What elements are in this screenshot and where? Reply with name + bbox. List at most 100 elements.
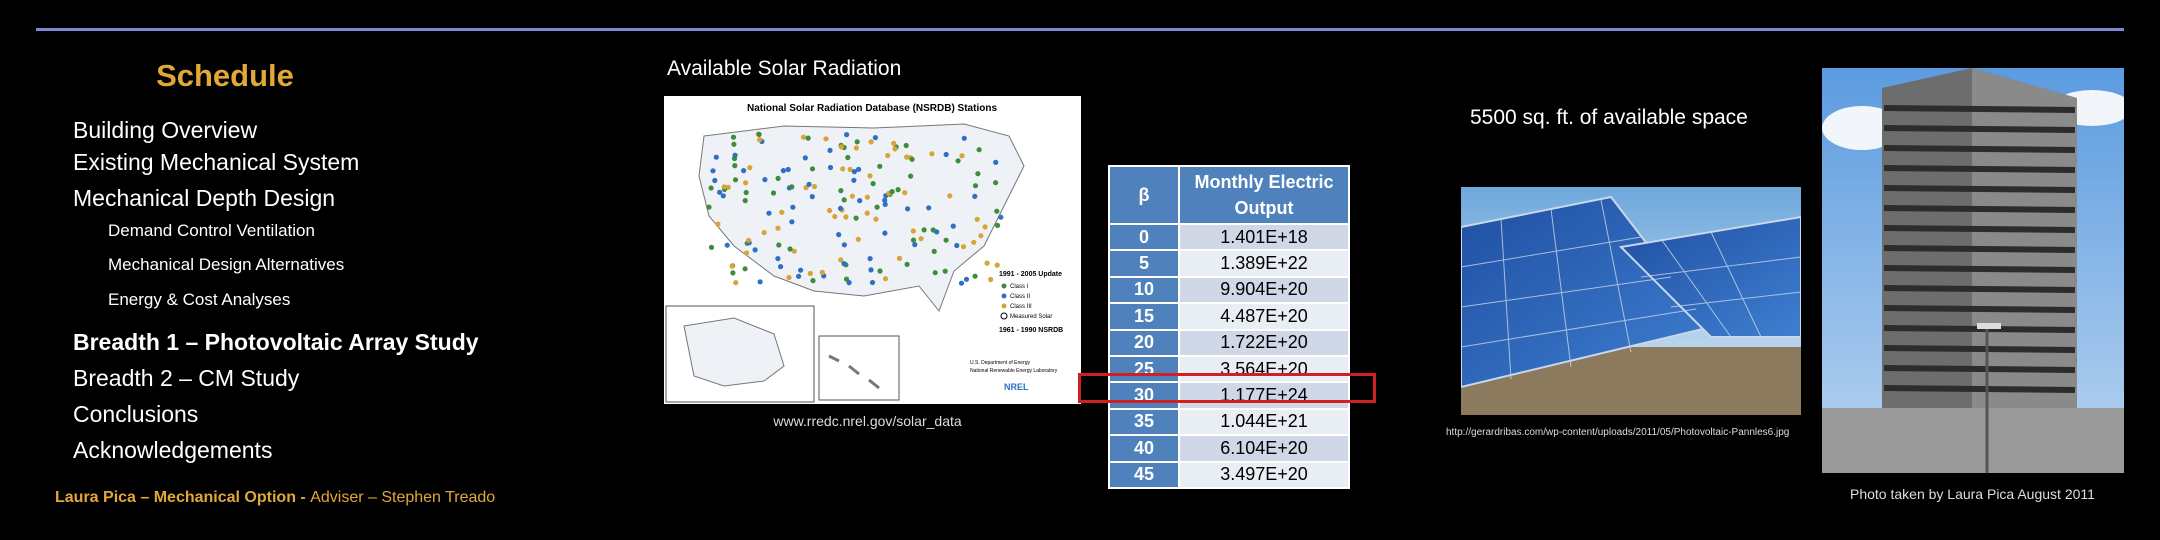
map-station-dot bbox=[840, 166, 846, 172]
nav-breadth-2-cm[interactable]: Breadth 2 – CM Study bbox=[73, 365, 300, 391]
nav-mechanical-depth-design[interactable]: Mechanical Depth Design bbox=[73, 185, 336, 211]
map-station-dot bbox=[869, 279, 876, 286]
map-caption: www.rredc.nrel.gov/solar_data bbox=[773, 413, 962, 429]
map-station-dot bbox=[868, 139, 874, 145]
map-station-dot bbox=[805, 135, 811, 141]
map-station-dot bbox=[827, 207, 833, 214]
map-station-dot bbox=[872, 135, 878, 141]
map-station-dot bbox=[846, 280, 852, 286]
map-station-dot bbox=[849, 193, 855, 199]
nav-breadth-1-photovoltaic[interactable]: Breadth 1 – Photovoltaic Array Study bbox=[73, 329, 479, 355]
map-station-dot bbox=[867, 173, 873, 179]
map-station-dot bbox=[747, 165, 753, 171]
table-row: 5 1.389E+22 bbox=[1108, 249, 1350, 278]
nav-conclusions[interactable]: Conclusions bbox=[73, 401, 199, 427]
map-station-dot bbox=[775, 175, 781, 181]
table-row: 10 9.904E+20 bbox=[1108, 275, 1350, 305]
table-row: 0 1.401E+18 bbox=[1108, 222, 1350, 252]
map-station-dot bbox=[838, 257, 844, 263]
map-station-dot bbox=[838, 144, 844, 150]
map-station-dot bbox=[961, 135, 967, 141]
map-station-dot bbox=[851, 177, 857, 183]
map-station-dot bbox=[882, 230, 888, 236]
map-station-dot bbox=[868, 267, 874, 273]
doe-line1: U.S. Department of Energy bbox=[970, 360, 1031, 366]
map-station-dot bbox=[832, 213, 838, 220]
map-station-dot bbox=[809, 194, 815, 200]
map-station-dot bbox=[904, 154, 910, 160]
map-station-dot bbox=[770, 190, 777, 196]
map-station-dot bbox=[819, 269, 825, 275]
table-row: 15 4.487E+20 bbox=[1108, 302, 1350, 331]
solar-title: Available Solar Radiation bbox=[667, 57, 902, 80]
nav-existing-mechanical-system[interactable]: Existing Mechanical System bbox=[73, 149, 360, 175]
nav-acknowledgements[interactable]: Acknowledgements bbox=[73, 437, 273, 463]
map-station-dot bbox=[757, 279, 763, 285]
map-station-dot bbox=[732, 152, 738, 158]
table-row: 25 3.564E+20 bbox=[1108, 354, 1350, 384]
nav-energy-cost-analyses[interactable]: Energy & Cost Analyses bbox=[108, 290, 291, 309]
map-station-dot bbox=[932, 270, 938, 276]
map-station-dot bbox=[972, 193, 978, 199]
building-image bbox=[1822, 68, 2132, 473]
map-station-dot bbox=[779, 209, 785, 215]
doe-line2: National Renewable Energy Laboratory bbox=[970, 368, 1058, 374]
map-station-dot bbox=[982, 224, 988, 230]
map-station-dot bbox=[827, 147, 833, 153]
map-station-dot bbox=[778, 264, 784, 270]
map-station-dot bbox=[908, 173, 914, 179]
map-station-dot bbox=[802, 155, 808, 161]
map-station-dot bbox=[798, 267, 804, 273]
map-station-dot bbox=[975, 171, 981, 177]
map-station-dot bbox=[902, 190, 908, 196]
map-station-dot bbox=[776, 242, 782, 248]
map-station-dot bbox=[729, 263, 735, 269]
nav-mechanical-design-alternatives[interactable]: Mechanical Design Alternatives bbox=[108, 255, 345, 274]
building-window-band bbox=[1883, 165, 2076, 173]
building-window-band bbox=[1883, 365, 2076, 373]
map-station-dot bbox=[732, 163, 738, 169]
map-station-dot bbox=[994, 262, 1000, 268]
map-station-dot bbox=[877, 268, 883, 274]
map-station-dot bbox=[837, 205, 844, 211]
nav-building-overview[interactable]: Building Overview bbox=[73, 117, 258, 143]
map-station-dot bbox=[895, 187, 901, 193]
map-station-dot bbox=[790, 204, 796, 210]
building-window-band bbox=[1883, 225, 2076, 233]
map-station-dot bbox=[841, 197, 847, 203]
map-station-dot bbox=[743, 180, 749, 186]
map-station-dot bbox=[873, 216, 879, 222]
map-station-dot bbox=[942, 268, 948, 274]
map-station-dot bbox=[877, 163, 883, 169]
map-station-dot bbox=[796, 273, 802, 279]
space-title: 5500 sq. ft. of available space bbox=[1470, 106, 1748, 129]
map-station-dot bbox=[994, 222, 1001, 228]
map-station-dot bbox=[752, 247, 758, 253]
map-station-dot bbox=[870, 181, 876, 187]
map-station-dot bbox=[730, 270, 736, 276]
map-station-dot bbox=[882, 197, 888, 203]
map-station-dot bbox=[789, 219, 795, 225]
schedule-title: Schedule bbox=[156, 58, 294, 93]
map-station-dot bbox=[786, 274, 792, 281]
building-window-band bbox=[1883, 305, 2076, 313]
map-station-dot bbox=[847, 166, 853, 172]
map-station-dot bbox=[712, 177, 718, 184]
map-station-dot bbox=[972, 183, 979, 189]
row-highlight-box bbox=[1078, 373, 1376, 403]
map-station-dot bbox=[851, 169, 857, 175]
map-station-dot bbox=[921, 227, 927, 233]
map-station-dot bbox=[853, 215, 859, 221]
map-station-dot bbox=[904, 261, 910, 267]
map-station-dot bbox=[791, 248, 797, 254]
map-station-dot bbox=[943, 151, 949, 158]
map-station-dot bbox=[838, 188, 844, 194]
nav-demand-control-ventilation[interactable]: Demand Control Ventilation bbox=[108, 221, 315, 240]
map-station-dot bbox=[789, 184, 795, 190]
building-window-band bbox=[1883, 385, 2076, 393]
building-photo bbox=[1822, 68, 2132, 473]
table-row: 40 6.104E+20 bbox=[1108, 434, 1350, 463]
table-row: 45 3.497E+20 bbox=[1108, 460, 1350, 489]
map-station-dot bbox=[896, 255, 903, 261]
map-station-dot bbox=[787, 246, 793, 252]
